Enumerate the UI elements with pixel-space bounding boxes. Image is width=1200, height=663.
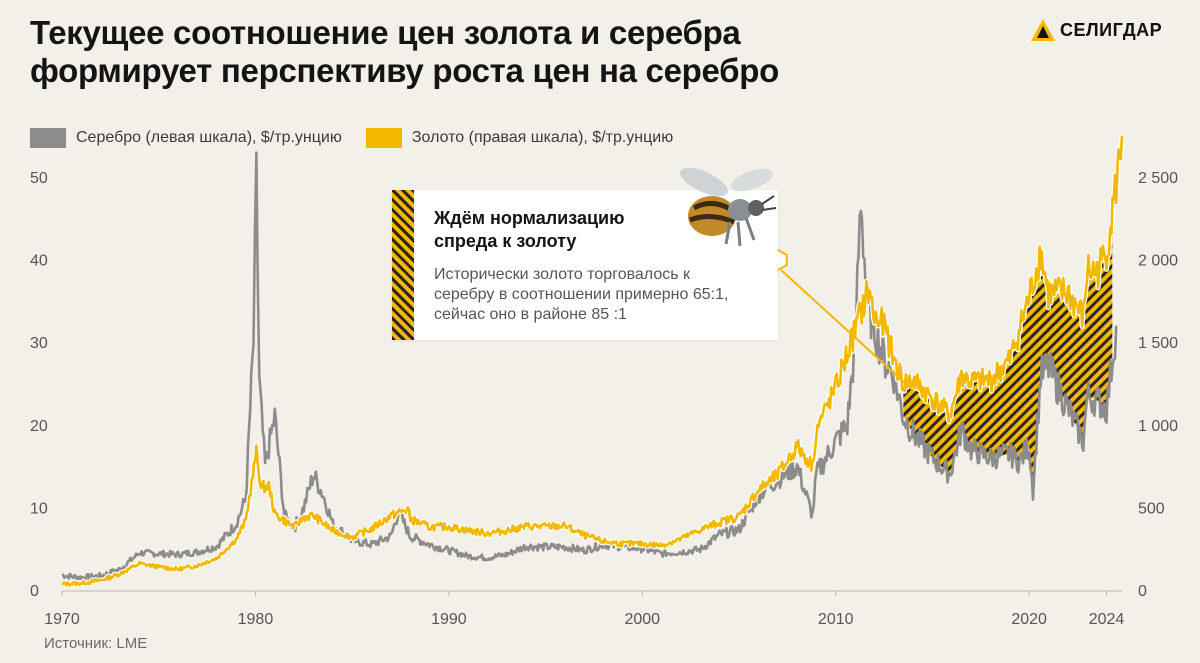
y-axis-right: 0 500 1 000 1 500 2 000 2 500 bbox=[1138, 170, 1178, 600]
y-left-tick-label: 20 bbox=[30, 418, 48, 435]
series-lines bbox=[60, 135, 1125, 588]
callout-stripe bbox=[392, 190, 414, 340]
callout-body: Исторически золото торговалось к серебру… bbox=[434, 265, 769, 325]
x-tick-label: 2000 bbox=[624, 611, 660, 628]
callout-heading: Ждём нормализацию спреда к золоту bbox=[434, 207, 664, 253]
x-tick-label: 1980 bbox=[238, 611, 274, 628]
legend-label-silver: Серебро (левая шкала), $/тр.унцию bbox=[76, 129, 342, 146]
legend-item-silver: Серебро (левая шкала), $/тр.унцию bbox=[30, 128, 342, 148]
callout-heading-line-1: Ждём нормализацию bbox=[434, 208, 625, 228]
legend-label-gold: Золото (правая шкала), $/тр.унцию bbox=[411, 129, 674, 146]
y-right-tick-label: 2 000 bbox=[1138, 253, 1178, 270]
legend-swatch-silver bbox=[30, 128, 66, 148]
title-line-2: формирует перспективу роста цен на сереб… bbox=[30, 52, 779, 89]
y-right-tick-label: 1 000 bbox=[1138, 418, 1178, 435]
brand-logo: СЕЛИГДАР bbox=[1030, 18, 1162, 42]
logo-triangle-icon bbox=[1031, 19, 1055, 41]
logo-text: СЕЛИГДАР bbox=[1060, 19, 1163, 40]
annotation-leader-line bbox=[780, 269, 916, 393]
spread-hatch-area bbox=[903, 211, 1113, 491]
title-line-1: Текущее соотношение цен золота и серебра bbox=[30, 14, 741, 51]
chart-legend: Серебро (левая шкала), $/тр.унцию Золото… bbox=[30, 128, 697, 148]
x-tick-label: 1970 bbox=[44, 611, 80, 628]
x-tick-label: 2020 bbox=[1011, 611, 1047, 628]
page-title: Текущее соотношение цен золота и серебра… bbox=[30, 14, 930, 90]
y-right-tick-label: 2 500 bbox=[1138, 170, 1178, 187]
spread-area bbox=[903, 211, 1113, 491]
callout-body-line-2: серебру в соотношении примерно 65:1, bbox=[434, 286, 729, 303]
legend-swatch-gold bbox=[365, 128, 402, 148]
y-right-tick-label: 1 500 bbox=[1138, 335, 1178, 352]
y-left-tick-label: 10 bbox=[30, 500, 48, 517]
y-left-tick-label: 40 bbox=[30, 253, 48, 270]
y-left-tick-label: 0 bbox=[30, 583, 39, 600]
series-line-gold bbox=[61, 135, 1124, 587]
y-right-tick-label: 0 bbox=[1138, 583, 1147, 600]
callout-body-line-3: сейчас оно в районе 85 :1 bbox=[434, 306, 627, 323]
legend-item-gold: Золото (правая шкала), $/тр.унцию bbox=[365, 128, 674, 148]
y-axis-left: 0 10 20 30 40 50 bbox=[30, 170, 48, 600]
series-line-silver bbox=[61, 151, 1118, 582]
x-tick-label: 2024 bbox=[1089, 611, 1125, 628]
x-tick-label: 1990 bbox=[431, 611, 467, 628]
source-note: Источник: LME bbox=[44, 635, 148, 652]
y-left-tick-label: 30 bbox=[30, 335, 48, 352]
y-right-tick-label: 500 bbox=[1138, 500, 1165, 517]
x-axis: 1970 1980 1990 2000 2010 2020 2024 bbox=[44, 590, 1125, 628]
callout-box: Ждём нормализацию спреда к золоту Истори… bbox=[392, 167, 778, 340]
x-tick-label: 2010 bbox=[818, 611, 854, 628]
y-left-tick-label: 50 bbox=[30, 170, 48, 187]
callout-heading-line-2: спреда к золоту bbox=[434, 231, 577, 251]
callout-body-line-1: Исторически золото торговалось к bbox=[434, 266, 690, 283]
bee-icon bbox=[680, 167, 777, 247]
